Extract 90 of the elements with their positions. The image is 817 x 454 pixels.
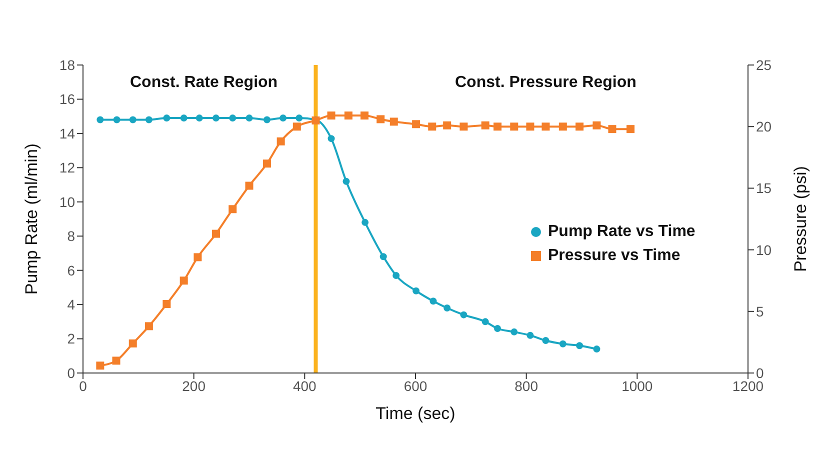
point: [342, 178, 350, 185]
point: [559, 340, 566, 348]
point: [626, 125, 635, 134]
point: [212, 114, 220, 122]
x-tick-label: 0: [79, 378, 88, 394]
x-tick-label: 800: [514, 378, 538, 394]
point: [576, 122, 584, 131]
point: [163, 114, 170, 122]
point: [460, 311, 468, 318]
y-tick-label: 0: [67, 364, 76, 381]
point: [542, 122, 550, 131]
point: [180, 276, 188, 285]
y-tick-label: 18: [59, 56, 76, 73]
legend-label: Pressure vs Time: [548, 247, 680, 265]
point: [412, 287, 420, 294]
point: [113, 116, 120, 124]
point: [558, 122, 567, 131]
y2-tick-label: 25: [756, 56, 772, 73]
annotation: Const. Pressure Region: [455, 74, 636, 92]
y-tick-label: 4: [67, 296, 76, 313]
point: [444, 304, 451, 312]
y2-axis-title: Pressure (psi): [791, 166, 810, 272]
point: [328, 135, 335, 142]
point: [327, 112, 336, 120]
point: [212, 230, 220, 238]
x-tick-label: 600: [404, 378, 428, 394]
point: [194, 253, 202, 262]
point: [608, 125, 616, 134]
y2-tick-label: 5: [756, 303, 764, 320]
point: [145, 116, 152, 124]
point: [412, 120, 420, 128]
x-tick-label: 400: [292, 378, 317, 394]
point: [542, 336, 550, 344]
point: [162, 300, 171, 308]
point: [180, 114, 188, 122]
point: [510, 328, 518, 336]
point: [96, 362, 104, 370]
y-axis-title: Pump Rate (ml/min): [22, 143, 42, 295]
point: [494, 325, 502, 332]
point: [362, 218, 369, 226]
point: [196, 114, 203, 122]
point: [460, 122, 468, 131]
point: [229, 114, 236, 122]
point: [526, 332, 534, 339]
point: [576, 342, 584, 350]
y-tick-label: 2: [67, 330, 76, 347]
point: [112, 356, 120, 365]
point: [228, 205, 237, 214]
y-tick-label: 6: [67, 262, 76, 278]
y-tick-label: 10: [59, 194, 76, 210]
point: [144, 322, 153, 330]
point: [96, 116, 104, 124]
point: [392, 272, 400, 279]
point: [494, 122, 502, 131]
point: [593, 346, 600, 353]
point: [592, 121, 601, 130]
y-tick-label: 8: [67, 228, 76, 244]
point: [526, 122, 534, 131]
y-tick-label: 14: [59, 125, 76, 142]
point: [296, 114, 303, 122]
point: [262, 160, 271, 168]
x-tick-label: 1000: [622, 378, 653, 394]
point: [129, 116, 136, 124]
y-tick-label: 16: [59, 91, 76, 108]
point: [380, 253, 387, 260]
y2-tick-label: 10: [756, 242, 772, 258]
point: [246, 114, 253, 122]
point: [443, 121, 452, 130]
point: [280, 114, 287, 122]
point: [390, 118, 398, 126]
y-tick-label: 12: [59, 160, 76, 176]
point: [481, 121, 490, 130]
point: [263, 116, 270, 124]
point: [428, 122, 436, 131]
point: [128, 339, 137, 348]
point: [245, 182, 254, 190]
point: [292, 122, 301, 131]
point: [360, 112, 369, 120]
point: [276, 137, 285, 146]
point: [376, 115, 385, 124]
y2-tick-label: 15: [756, 180, 772, 196]
x-axis-title: Time (sec): [376, 404, 456, 423]
point: [482, 318, 489, 326]
y2-tick-label: 20: [756, 118, 772, 135]
annotation: Const. Rate Region: [130, 74, 278, 92]
x-tick-label: 200: [182, 378, 206, 394]
legend-label: Pump Rate vs Time: [548, 223, 696, 241]
point: [510, 122, 518, 131]
point: [344, 112, 352, 120]
point: [430, 298, 437, 305]
